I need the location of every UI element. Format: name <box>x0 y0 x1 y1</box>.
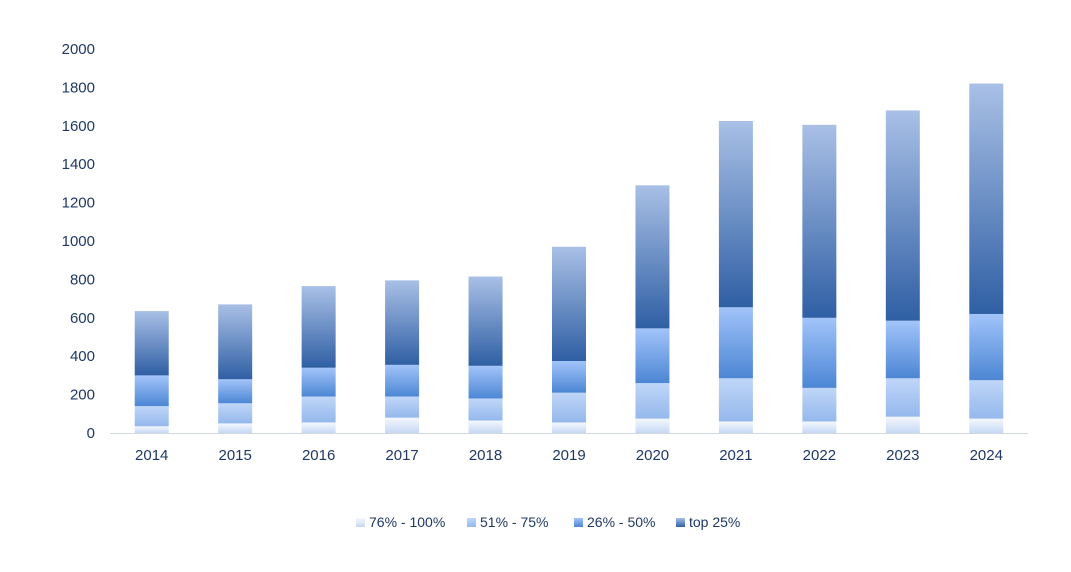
bar-2018-76pct-100pct <box>468 420 503 433</box>
bar-2024-top-25pct <box>969 83 1004 314</box>
bar-2017-51pct-75pct <box>385 396 420 418</box>
x-tick-label: 2018 <box>469 447 502 464</box>
y-tick-label: 400 <box>70 348 95 365</box>
y-tick-label: 1400 <box>62 156 95 173</box>
bar-2016-top-25pct <box>301 286 336 368</box>
legend-label-76pct-100pct: 76% - 100% <box>369 514 445 530</box>
bar-2022-76pct-100pct <box>802 421 837 433</box>
x-tick-label: 2022 <box>803 447 836 464</box>
bar-2021-top-25pct <box>718 121 753 308</box>
x-tick-label: 2016 <box>302 447 335 464</box>
bar-2022-51pct-75pct <box>802 387 837 422</box>
bar-2020-top-25pct <box>635 185 670 329</box>
bar-2021-76pct-100pct <box>718 421 753 433</box>
legend-label-51pct-75pct: 51% - 75% <box>480 514 548 530</box>
bar-2021-26pct-50pct <box>718 307 753 379</box>
y-tick-label: 1000 <box>62 233 95 250</box>
x-tick-label: 2015 <box>218 447 251 464</box>
bar-2014-top-25pct <box>134 311 169 376</box>
bar-2023-26pct-50pct <box>885 320 920 379</box>
bar-2015-26pct-50pct <box>218 379 253 404</box>
bar-2014-51pct-75pct <box>134 406 169 427</box>
legend-label-26pct-50pct: 26% - 50% <box>587 514 655 530</box>
x-tick-label: 2024 <box>970 447 1003 464</box>
bar-2015-76pct-100pct <box>218 423 253 433</box>
bar-2019-top-25pct <box>552 246 586 361</box>
bar-2018-51pct-75pct <box>468 398 503 421</box>
x-tick-label: 2017 <box>385 447 418 464</box>
x-tick-label: 2019 <box>552 447 585 464</box>
y-tick-label: 1200 <box>62 195 95 212</box>
legend-swatch-top-25pct <box>676 518 685 527</box>
bar-2020-26pct-50pct <box>635 328 670 384</box>
bars <box>134 83 1004 433</box>
bar-2018-26pct-50pct <box>468 365 503 399</box>
legend-swatch-26pct-50pct <box>574 518 583 527</box>
bar-2023-top-25pct <box>885 110 920 321</box>
bar-2016-51pct-75pct <box>301 396 336 423</box>
y-tick-label: 0 <box>87 425 95 442</box>
bar-2020-51pct-75pct <box>635 383 670 419</box>
bar-2017-76pct-100pct <box>385 417 420 433</box>
bar-2017-26pct-50pct <box>385 364 420 397</box>
bar-2024-51pct-75pct <box>969 380 1004 419</box>
y-tick-label: 600 <box>70 310 95 327</box>
y-tick-label: 200 <box>70 387 95 404</box>
bar-2021-51pct-75pct <box>718 378 753 422</box>
legend-label-top-25pct: top 25% <box>689 514 740 530</box>
bar-2023-76pct-100pct <box>885 416 920 433</box>
bar-2016-26pct-50pct <box>301 367 336 397</box>
y-tick-label: 1800 <box>62 79 95 96</box>
bar-2022-26pct-50pct <box>802 317 837 388</box>
y-tick-label: 2000 <box>62 41 95 58</box>
x-tick-label: 2014 <box>135 447 168 464</box>
bar-2023-51pct-75pct <box>885 378 920 417</box>
y-tick-label: 800 <box>70 271 95 288</box>
y-tick-label: 1600 <box>62 118 95 135</box>
bar-2014-76pct-100pct <box>134 426 169 433</box>
y-axis: 0 200 400 600 800 1000 1200 1400 1600 1800 2000 <box>62 41 95 442</box>
x-tick-label: 2020 <box>636 447 669 464</box>
bar-2018-top-25pct <box>468 276 503 366</box>
legend-swatch-76pct-100pct <box>356 518 365 527</box>
x-tick-label: 2023 <box>886 447 919 464</box>
bar-2017-top-25pct <box>385 280 420 365</box>
bar-2015-top-25pct <box>218 304 253 380</box>
bar-2022-top-25pct <box>802 124 837 318</box>
x-tick-label: 2021 <box>719 447 752 464</box>
legend: 76% - 100% 51% - 75% 26% - 50% top 25% <box>356 514 740 530</box>
x-axis: 2014 2015 2016 2017 2018 2019 2020 2021 2022 2023… <box>135 447 1003 464</box>
legend-swatch-51pct-75pct <box>467 518 476 527</box>
bar-2016-76pct-100pct <box>301 422 336 433</box>
bar-2024-26pct-50pct <box>969 313 1004 381</box>
bar-2019-26pct-50pct <box>552 361 586 393</box>
bar-2014-26pct-50pct <box>134 375 169 407</box>
bar-2020-76pct-100pct <box>635 418 670 433</box>
bar-2024-76pct-100pct <box>969 418 1004 433</box>
bar-2019-76pct-100pct <box>552 422 586 433</box>
bar-2019-51pct-75pct <box>552 392 586 423</box>
bar-2015-51pct-75pct <box>218 403 253 424</box>
